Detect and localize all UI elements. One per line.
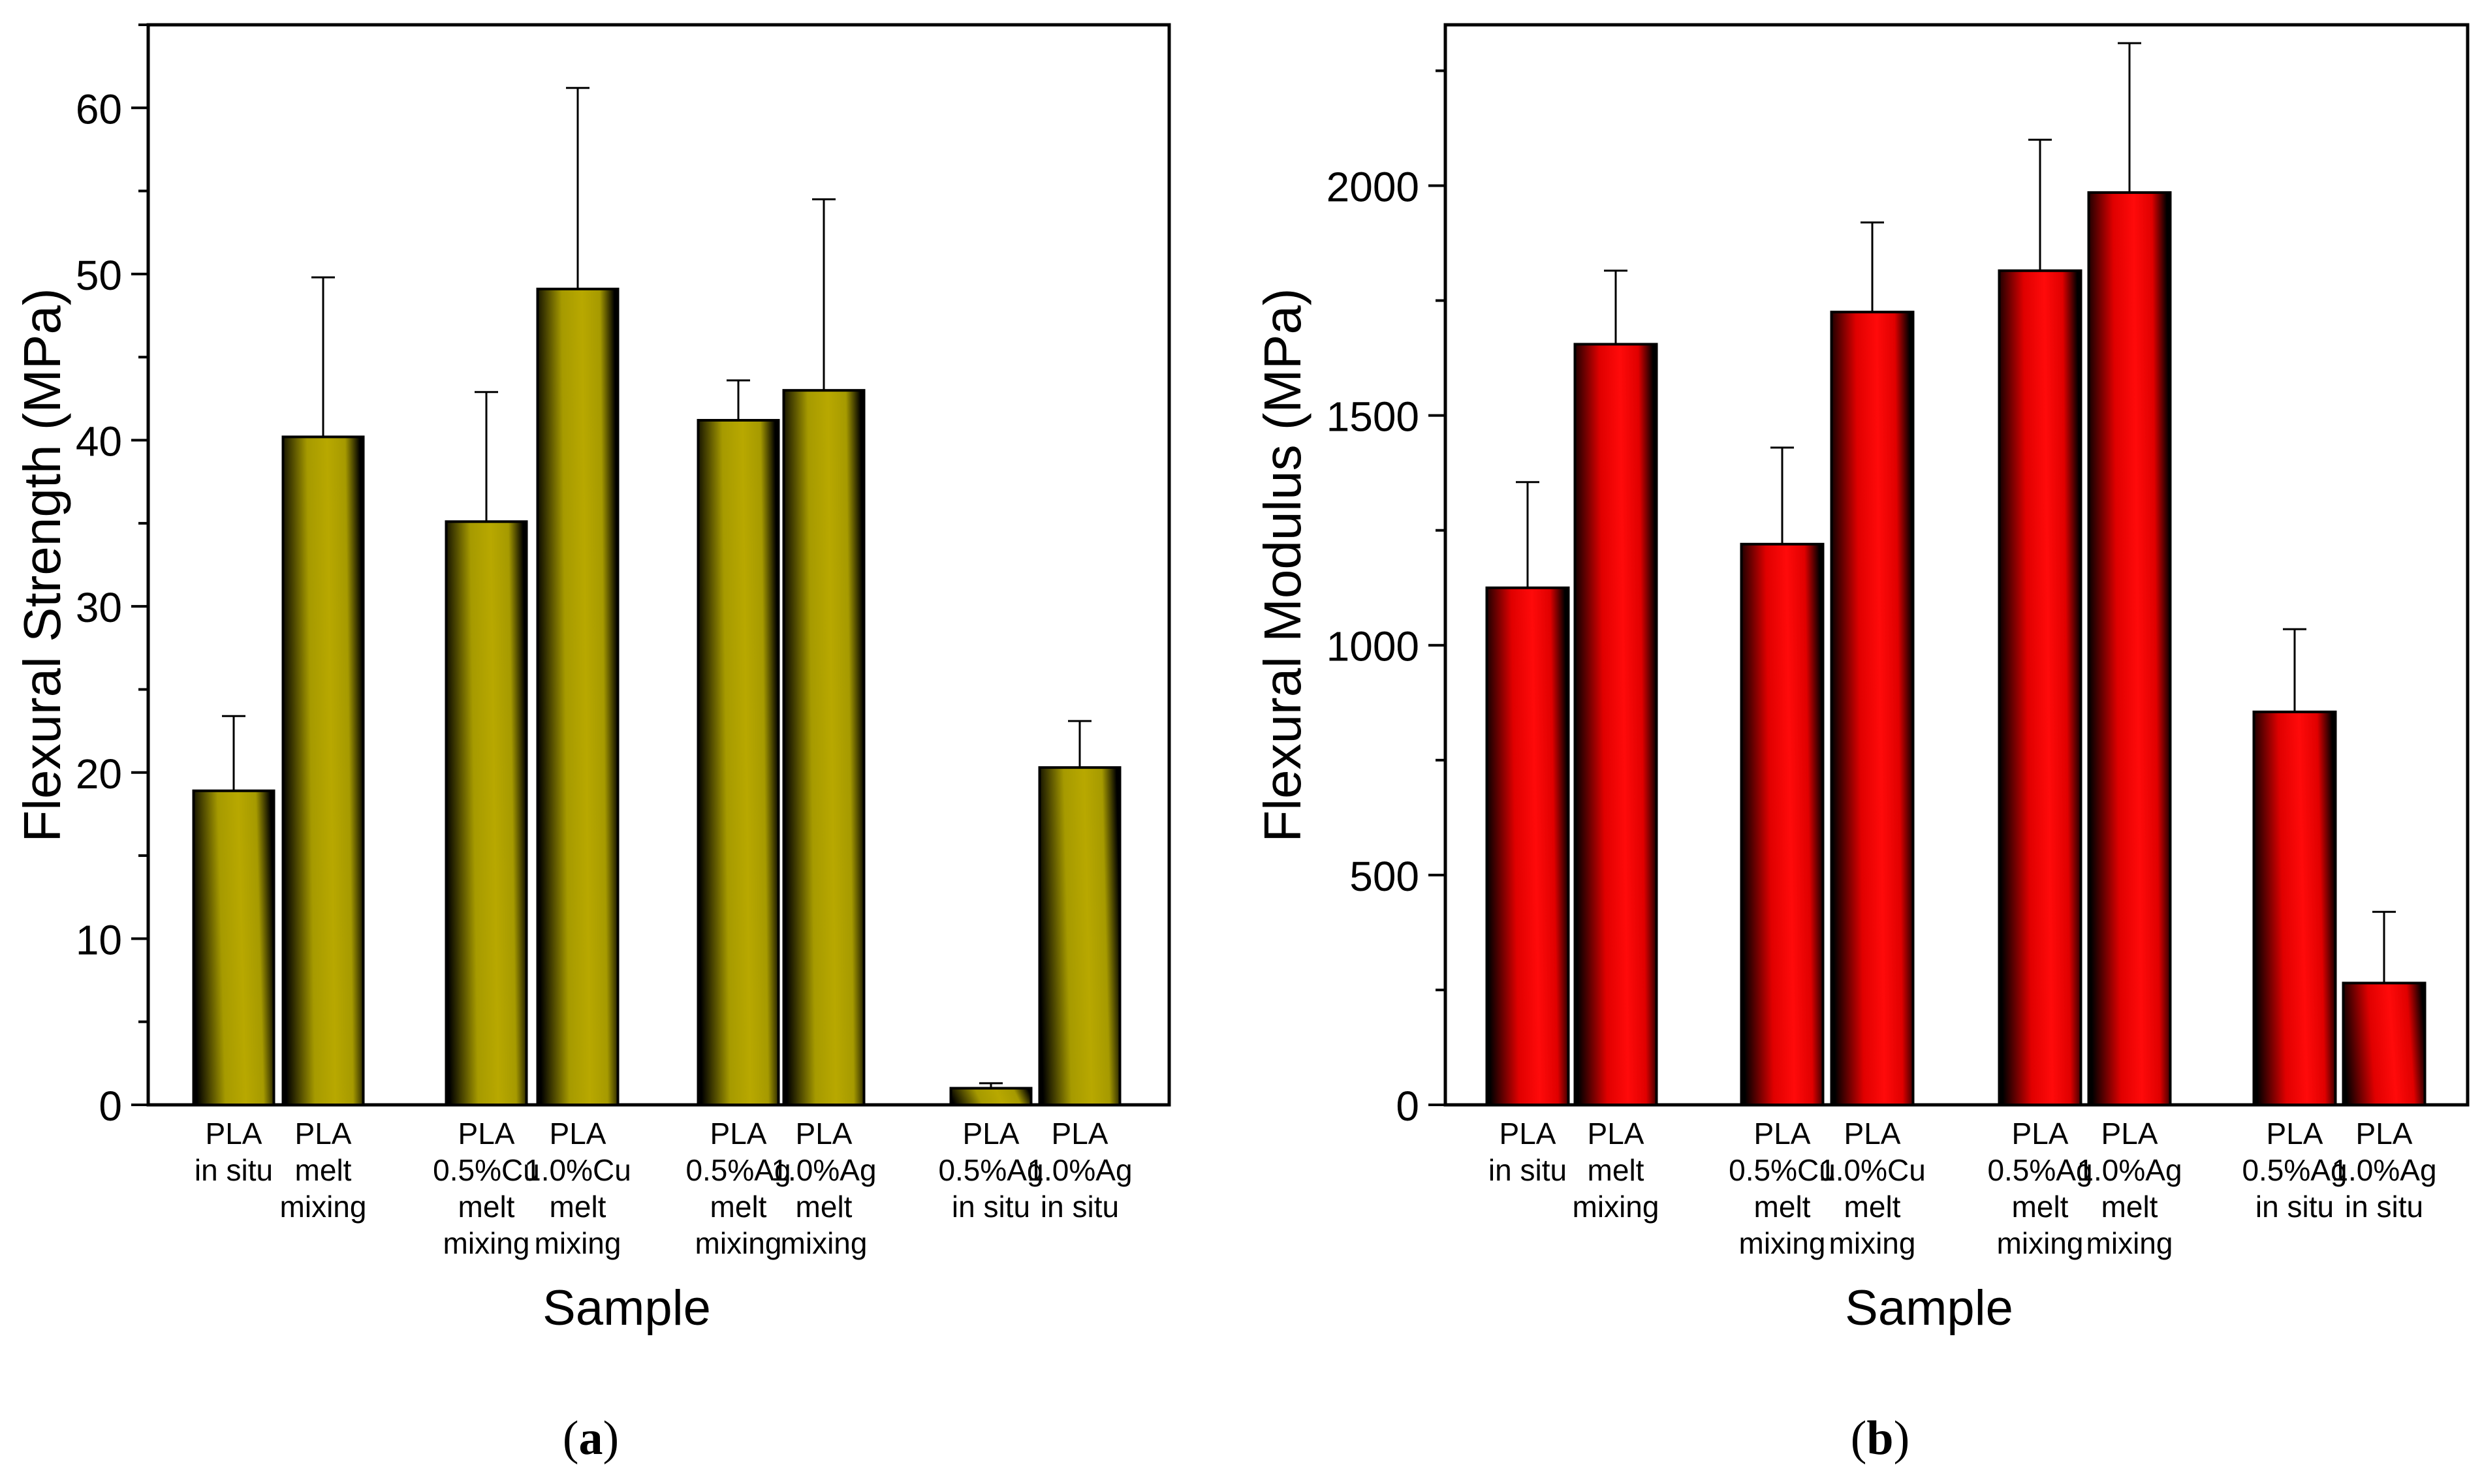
y-tick-label: 30 bbox=[76, 584, 122, 631]
x-tick-label: PLA 1.0%Cu melt mixing bbox=[524, 1117, 631, 1260]
y-tick-label: 40 bbox=[76, 418, 122, 465]
bar bbox=[1038, 766, 1122, 1106]
y-tick-label: 1500 bbox=[1327, 394, 1419, 441]
bar bbox=[281, 435, 365, 1106]
bar bbox=[2252, 710, 2337, 1106]
x-tick-label: PLA 1.0%Ag in situ bbox=[1027, 1117, 1132, 1224]
y-axis-title: Flexural Modulus (MPa) bbox=[1253, 288, 1312, 842]
plot-frame bbox=[1443, 23, 2470, 1107]
y-tick-label: 500 bbox=[1349, 853, 1419, 900]
bars bbox=[1485, 42, 2427, 1107]
bar bbox=[192, 789, 275, 1107]
x-axis-title: Sample bbox=[542, 1280, 711, 1336]
x-tick-label: PLA 0.5%Cu melt mixing bbox=[1729, 1117, 1836, 1260]
bar bbox=[445, 520, 528, 1106]
plot-frame bbox=[146, 23, 1171, 1107]
bar bbox=[1740, 542, 1825, 1106]
bar bbox=[782, 389, 866, 1107]
bar bbox=[1830, 311, 1915, 1107]
y-axis-ticks: 0 500 1000 1500 2000 bbox=[1327, 69, 1445, 1130]
x-tick-label: PLA 1.0%Ag in situ bbox=[2331, 1117, 2436, 1224]
y-tick-label: 50 bbox=[76, 252, 122, 299]
y-tick-label: 20 bbox=[76, 750, 122, 797]
y-tick-label: 10 bbox=[76, 916, 122, 963]
bar bbox=[536, 287, 620, 1106]
bar bbox=[1998, 269, 2082, 1106]
x-tick-label: PLA in situ bbox=[1488, 1117, 1567, 1187]
bar bbox=[2342, 982, 2427, 1106]
x-tick-label: PLA 0.5%Ag in situ bbox=[2242, 1117, 2347, 1224]
x-tick-label: PLA 1.0%Ag melt mixing bbox=[2077, 1117, 2182, 1260]
panel-label-a: (a) bbox=[563, 1412, 619, 1465]
bar bbox=[1485, 586, 1570, 1106]
x-tick-label: PLA in situ bbox=[195, 1117, 273, 1187]
x-tick-label: PLA 0.5%Ag melt mixing bbox=[1987, 1117, 2092, 1260]
bar bbox=[1573, 343, 1658, 1107]
bar bbox=[949, 1087, 1033, 1106]
bar bbox=[697, 418, 780, 1106]
x-tick-label: PLA 1.0%Ag melt mixing bbox=[771, 1117, 876, 1260]
x-tick-label: PLA 0.5%Ag in situ bbox=[938, 1117, 1043, 1224]
x-tick-label: PLA melt mixing bbox=[1573, 1117, 1659, 1224]
panel-label-b: (b) bbox=[1851, 1412, 1909, 1465]
y-axis-title: Flexural Strength (MPa) bbox=[13, 288, 71, 842]
bars bbox=[192, 87, 1122, 1107]
x-tick-label: PLA 0.5%Ag melt mixing bbox=[685, 1117, 791, 1260]
y-tick-label: 2000 bbox=[1327, 163, 1419, 210]
x-tick-label: PLA 0.5%Cu melt mixing bbox=[433, 1117, 540, 1260]
y-axis-ticks: 0 10 20 30 40 50 60 bbox=[76, 23, 148, 1130]
y-tick-label: 0 bbox=[99, 1083, 122, 1130]
x-tick-label: PLA 1.0%Cu melt mixing bbox=[1819, 1117, 1926, 1260]
y-tick-label: 60 bbox=[76, 85, 122, 132]
y-tick-label: 0 bbox=[1396, 1083, 1419, 1130]
y-tick-label: 1000 bbox=[1327, 623, 1419, 670]
x-axis-title: Sample bbox=[1845, 1280, 2013, 1336]
x-tick-label: PLA melt mixing bbox=[280, 1117, 367, 1224]
bar bbox=[2087, 191, 2172, 1106]
